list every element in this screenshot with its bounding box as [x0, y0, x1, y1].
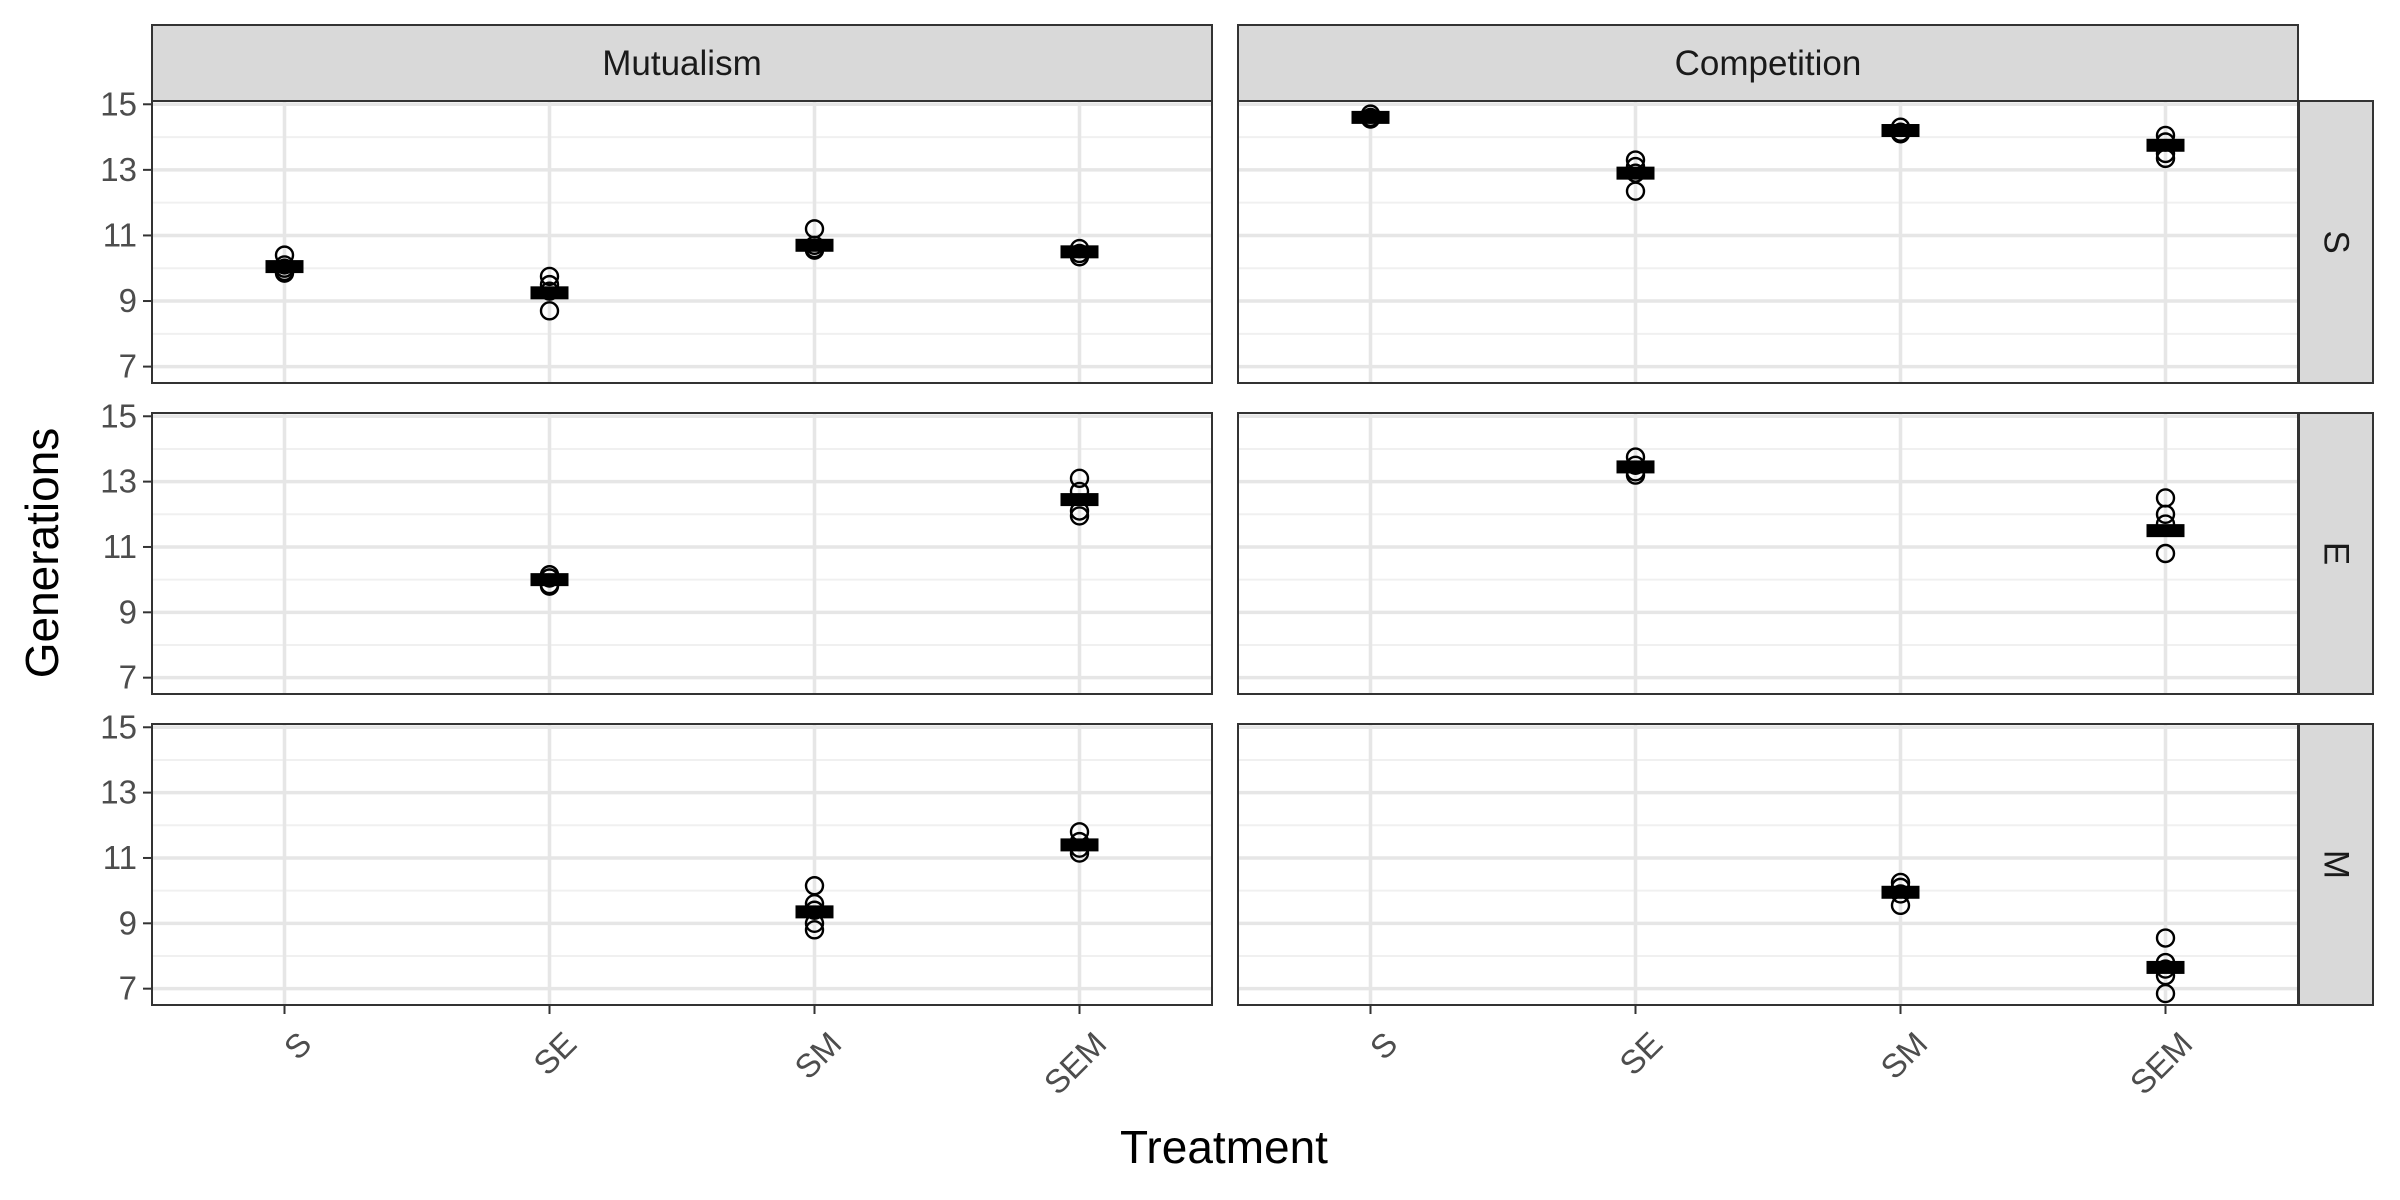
mean-marker	[1882, 124, 1920, 137]
x-tick-label: SEM	[1037, 1025, 1114, 1102]
row-strip-label: S	[2317, 230, 2356, 253]
mean-marker	[531, 573, 569, 586]
x-tick-label: SM	[1873, 1025, 1934, 1086]
x-tick-label: S	[277, 1025, 319, 1067]
y-tick-label: 7	[119, 348, 137, 385]
x-tick-label: S	[1363, 1025, 1405, 1067]
y-tick-label: 7	[119, 659, 137, 696]
y-tick-label: 15	[100, 708, 137, 745]
column-strip-label: Mutualism	[602, 44, 761, 83]
mean-marker	[1061, 493, 1099, 506]
y-tick-label: 13	[100, 463, 137, 500]
x-axis-title: Treatment	[1120, 1121, 1328, 1173]
mean-marker	[2147, 524, 2185, 537]
y-tick-label: 9	[119, 282, 137, 319]
y-tick-label: 11	[103, 216, 137, 253]
mean-marker	[1352, 111, 1390, 124]
y-tick-label: 9	[119, 904, 137, 941]
y-tick-label: 15	[100, 85, 137, 122]
mean-marker	[1882, 886, 1920, 899]
x-tick-label: SE	[1612, 1025, 1669, 1082]
x-tick-label: SE	[526, 1025, 583, 1082]
row-strip-label: E	[2317, 542, 2356, 565]
x-tick-label: SM	[787, 1025, 848, 1086]
panel-background	[1238, 413, 2298, 694]
y-tick-label: 15	[100, 397, 137, 434]
y-tick-label: 9	[119, 593, 137, 630]
mean-marker	[531, 286, 569, 299]
y-tick-label: 11	[103, 839, 137, 876]
x-tick-label: SEM	[2123, 1025, 2200, 1102]
mean-marker	[1617, 167, 1655, 180]
mean-marker	[1617, 460, 1655, 473]
panel-background	[152, 101, 1212, 383]
panel-background	[1238, 101, 2298, 383]
column-strip-label: Competition	[1675, 44, 1862, 83]
row-strip-label: M	[2317, 850, 2356, 879]
mean-marker	[796, 905, 834, 918]
mean-marker	[1061, 245, 1099, 258]
y-tick-label: 13	[100, 774, 137, 811]
y-axis-title: Generations	[16, 428, 68, 679]
plot-area: Mutualism CompetitionSEM79111315791113157…	[100, 25, 2373, 1101]
y-tick-label: 11	[103, 528, 137, 565]
panel-background	[152, 413, 1212, 694]
mean-marker	[796, 239, 834, 252]
panel-background	[152, 724, 1212, 1005]
mean-marker	[266, 260, 304, 273]
panel-background	[1238, 724, 2298, 1005]
mean-marker	[2147, 139, 2185, 152]
mean-marker	[1061, 838, 1099, 851]
mean-marker	[2147, 961, 2185, 974]
y-tick-label: 7	[119, 970, 137, 1007]
y-tick-label: 13	[100, 151, 137, 188]
